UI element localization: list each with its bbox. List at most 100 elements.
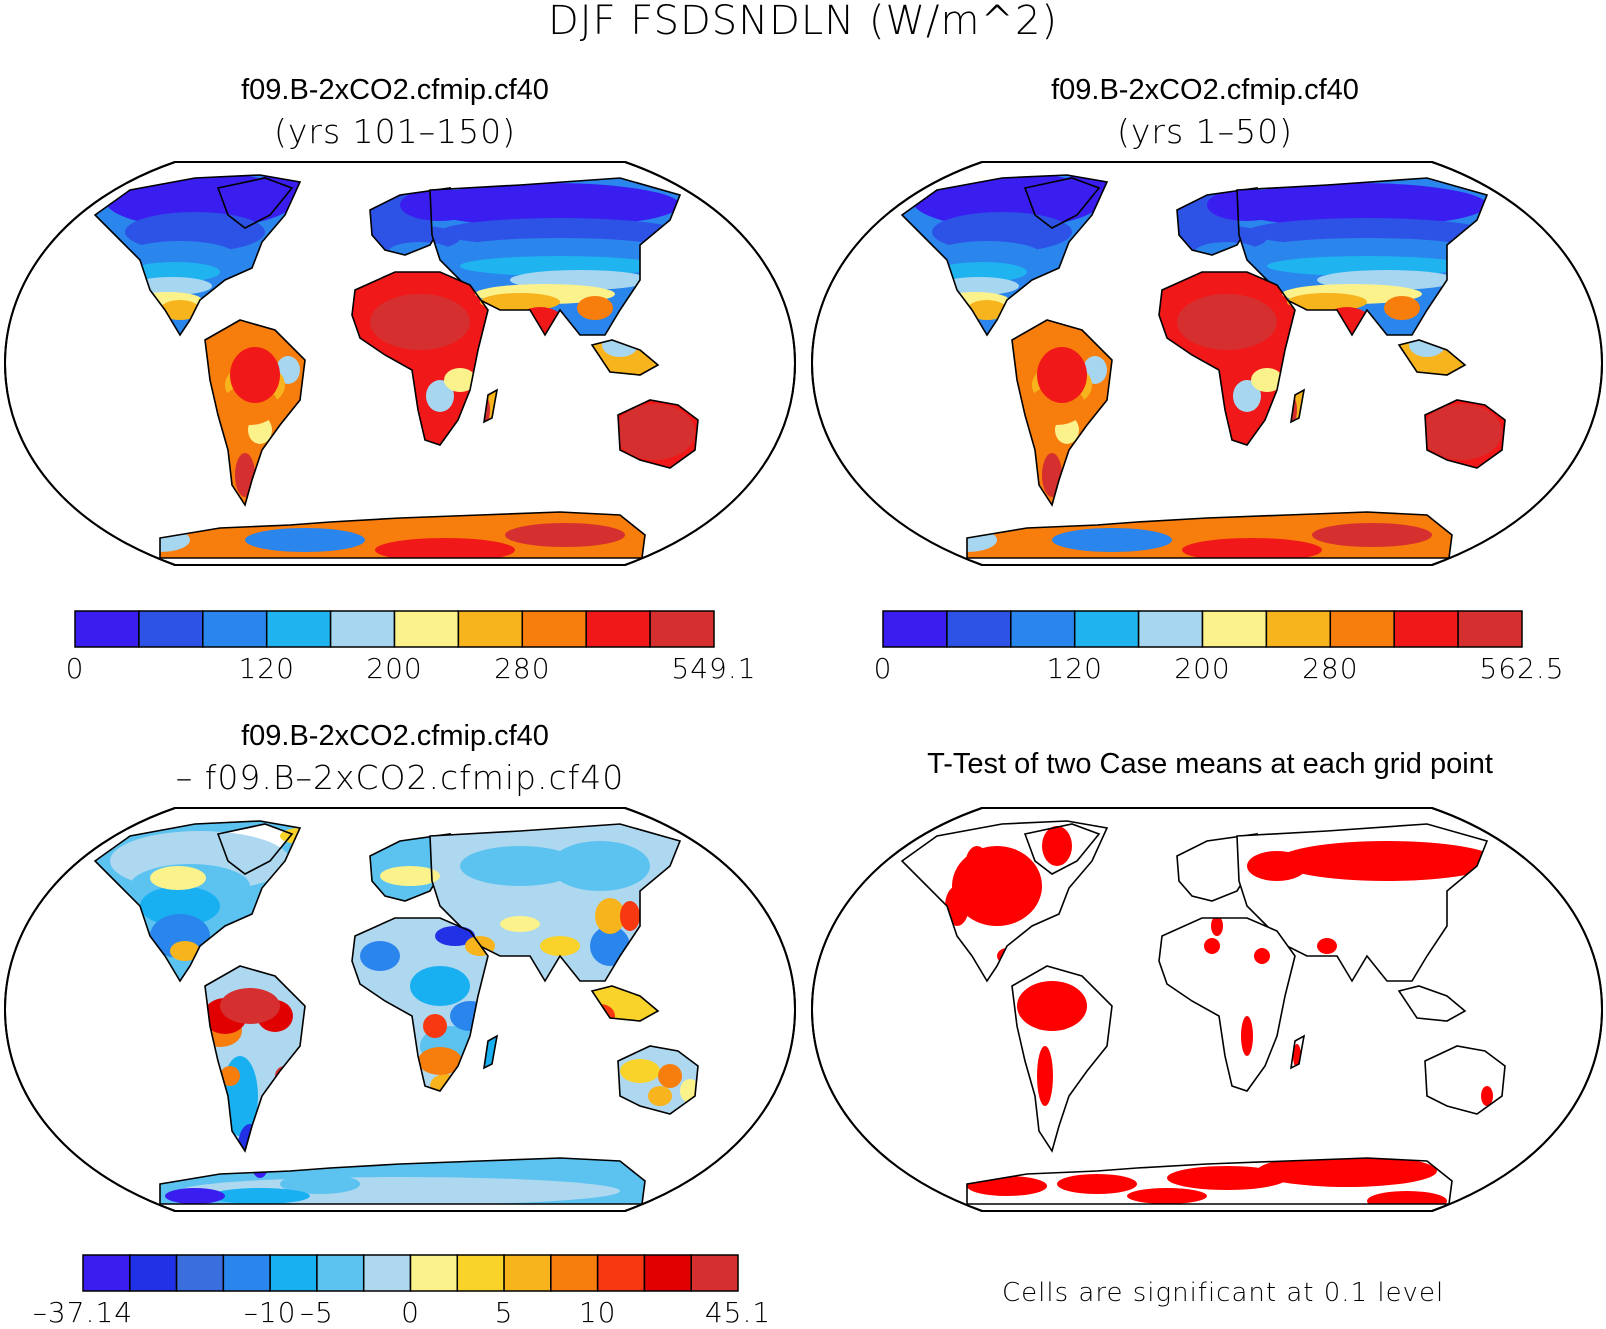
asia-contour bbox=[540, 936, 580, 956]
namerica-contour bbox=[965, 846, 989, 886]
seasia-coastline bbox=[590, 339, 660, 376]
map-border bbox=[810, 161, 1604, 566]
samerica-coastline bbox=[204, 965, 306, 1153]
colorbar-panel-2 bbox=[882, 610, 1523, 648]
africa-contour bbox=[418, 1047, 462, 1075]
colorbar-swatch bbox=[643, 1254, 692, 1292]
map-panel-2 bbox=[810, 161, 1604, 566]
colorbar-swatch bbox=[456, 1254, 505, 1292]
europe-contour bbox=[380, 866, 440, 886]
europe-coastline bbox=[369, 187, 451, 256]
colorbar-swatch bbox=[316, 1254, 365, 1292]
madagascar-field bbox=[484, 1036, 497, 1068]
greenland-contour bbox=[1042, 826, 1072, 866]
australia-contour bbox=[1425, 404, 1502, 460]
australia-contour bbox=[618, 404, 695, 460]
map-border bbox=[3, 161, 797, 566]
antarctica-contour bbox=[1312, 523, 1432, 547]
namerica-contour bbox=[939, 277, 1019, 295]
colorbar-tick-label: 280 bbox=[494, 652, 551, 685]
europe-coastline bbox=[1176, 833, 1258, 902]
colorbar-tick-label: 200 bbox=[366, 652, 423, 685]
colorbar-tick-label: –37.14 bbox=[32, 1296, 134, 1329]
colorbar-panel-3 bbox=[82, 1254, 739, 1292]
namerica-coastline bbox=[93, 174, 302, 337]
asia-contour bbox=[577, 296, 613, 320]
colorbar-swatch bbox=[946, 610, 1012, 648]
samerica-contour bbox=[1017, 981, 1087, 1031]
samerica-field bbox=[1012, 966, 1112, 1151]
colorbar-swatch bbox=[596, 1254, 646, 1292]
colorbar-tick-label: 200 bbox=[1174, 652, 1231, 685]
colorbar-swatch bbox=[175, 1254, 225, 1292]
antarctica-contour bbox=[1167, 1166, 1287, 1190]
colorbar-2-ticks: 0 120 200 280 562.5 bbox=[874, 652, 1564, 688]
seasia-field bbox=[1399, 986, 1465, 1021]
antarctica-field bbox=[967, 1158, 1452, 1204]
namerica-coastline bbox=[93, 820, 302, 983]
namerica-contour bbox=[932, 241, 1042, 269]
africa-contour bbox=[444, 368, 476, 392]
africa-contour bbox=[426, 380, 454, 412]
asia-contour bbox=[450, 238, 670, 262]
antarctica-field bbox=[160, 512, 645, 558]
asia-contour bbox=[595, 898, 625, 934]
asia-contour bbox=[620, 901, 640, 931]
antarctica-contour bbox=[505, 523, 625, 547]
africa-contour bbox=[1251, 368, 1283, 392]
panel-1-title: f09.B-2xCO2.cfmip.cf40 bbox=[241, 74, 549, 106]
antarctica-coastline bbox=[966, 511, 1453, 559]
colorbar-swatch bbox=[1137, 610, 1204, 648]
europe-coastline bbox=[1176, 187, 1258, 256]
namerica-contour bbox=[170, 941, 200, 961]
antarctica-contour bbox=[1057, 1174, 1137, 1194]
madagascar-base bbox=[484, 1036, 497, 1068]
colorbar-swatch bbox=[1329, 610, 1395, 648]
greenland-coastline bbox=[1023, 823, 1101, 875]
colorbar-tick-label: 45.1 bbox=[704, 1296, 772, 1329]
seasia-field bbox=[1399, 340, 1465, 375]
antarctica-coastline bbox=[966, 1157, 1453, 1205]
africa-field bbox=[1159, 918, 1295, 1091]
africa-coastline bbox=[351, 917, 489, 1092]
madagascar-coastline bbox=[1289, 388, 1306, 424]
samerica-contour bbox=[1037, 347, 1087, 403]
asia-contour bbox=[1317, 938, 1337, 954]
africa-contour bbox=[1204, 938, 1220, 954]
colorbar-swatch bbox=[74, 610, 140, 648]
samerica-contour bbox=[220, 988, 280, 1024]
asia-contour bbox=[440, 218, 680, 246]
namerica-contour bbox=[160, 300, 200, 320]
asia-contour bbox=[1257, 238, 1477, 262]
madagascar-coastline bbox=[482, 1034, 499, 1070]
africa-contour bbox=[1241, 1016, 1253, 1056]
colorbar-swatch bbox=[82, 1254, 131, 1292]
africa-contour bbox=[435, 926, 475, 946]
colorbar-tick-label: 280 bbox=[1302, 652, 1359, 685]
colorbar-swatch bbox=[649, 610, 715, 648]
colorbar-3-ticks: –37.14 –10 –5 0 5 10 45.1 bbox=[33, 1296, 770, 1329]
map-panel-1 bbox=[3, 161, 797, 566]
colorbar-swatch bbox=[457, 610, 524, 648]
colorbar-tick-label: 0 bbox=[401, 1296, 420, 1329]
namerica-contour bbox=[937, 262, 1027, 282]
africa-coastline bbox=[1158, 917, 1296, 1092]
asia-contour bbox=[1287, 293, 1367, 311]
greenland-field bbox=[1025, 824, 1099, 874]
colorbar-1-ticks: 0 120 200 280 549.1 bbox=[66, 652, 756, 688]
greenland-coastline bbox=[216, 823, 294, 875]
namerica-coastline bbox=[900, 820, 1109, 983]
africa-contour bbox=[1211, 918, 1223, 936]
madagascar-coastline bbox=[1289, 1034, 1306, 1070]
samerica-coastline bbox=[1011, 965, 1113, 1153]
africa-contour bbox=[1254, 948, 1270, 964]
colorbar-tick-label: 0 bbox=[65, 652, 85, 685]
namerica-contour bbox=[130, 262, 220, 282]
seasia-coastline bbox=[1397, 339, 1467, 376]
colorbar-swatch bbox=[1073, 610, 1140, 648]
antarctica-coastline bbox=[159, 511, 646, 559]
asia-field bbox=[1237, 824, 1487, 981]
australia-contour bbox=[658, 1064, 682, 1088]
colorbar-swatch bbox=[1393, 610, 1459, 648]
colorbar-swatch bbox=[362, 1254, 412, 1292]
